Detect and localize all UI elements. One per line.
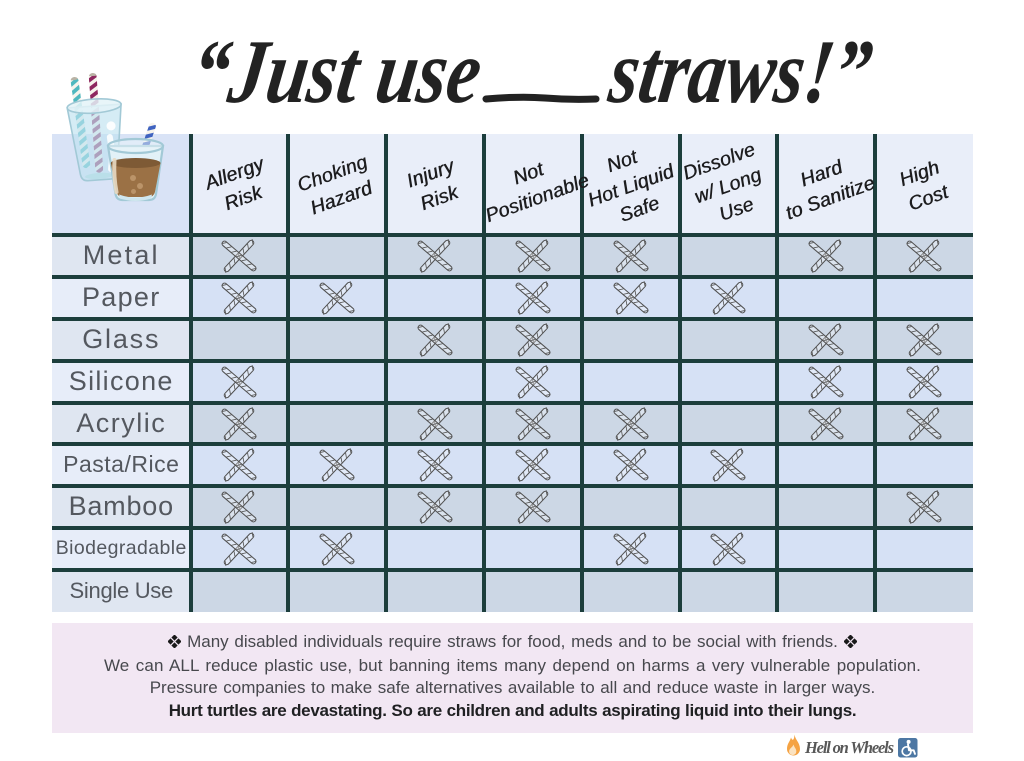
- svg-text:Hell on Wheels: Hell on Wheels: [804, 738, 894, 757]
- svg-text:“Just use: “Just use: [186, 21, 488, 122]
- svg-text:straws!”: straws!”: [603, 21, 878, 122]
